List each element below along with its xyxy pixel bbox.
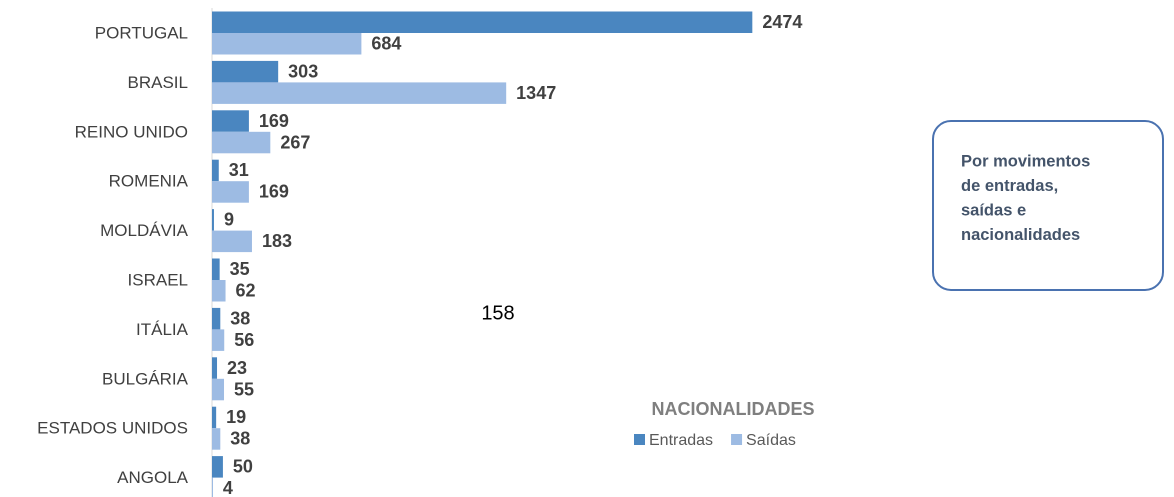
data-label: 267 [280,132,310,152]
bar [212,181,249,203]
chart-title: NACIONALIDADES [651,399,814,419]
data-label: 4 [223,478,233,497]
category-label: MOLDÁVIA [100,221,189,240]
data-label: 31 [229,160,249,180]
data-label: 9 [224,210,234,230]
data-label: 19 [226,407,246,427]
bar [212,378,225,401]
data-label: 38 [230,308,250,328]
data-label: 303 [288,61,318,81]
category-label: ANGOLA [117,468,189,487]
legend-swatch [731,434,743,445]
bar [212,456,223,478]
bar [212,159,219,182]
bar [212,258,220,280]
bar [212,280,226,302]
data-label: 50 [233,457,253,477]
data-label: 38 [230,429,250,449]
bar [212,110,249,132]
category-label: ISRAEL [128,270,188,289]
data-label: 169 [259,111,289,131]
page-number: 158 [481,302,514,324]
data-label: 23 [227,358,247,378]
bar [212,357,218,379]
data-label: 62 [236,281,256,301]
data-label: 169 [259,182,289,202]
annotation-text: saídas e [961,201,1026,219]
category-label: BRASIL [128,73,188,92]
category-label: PORTUGAL [95,23,188,42]
annotation-text: Por movimentos [961,152,1090,170]
data-label: 1347 [516,83,556,103]
annotation-box [932,120,1164,291]
bar [212,230,252,253]
data-label: 35 [230,259,250,279]
bar [212,477,213,497]
category-label: ROMENIA [109,172,189,191]
data-label: 55 [234,379,254,399]
bar [212,428,221,450]
category-label: ITÁLIA [136,320,189,339]
bar [212,329,225,351]
data-label: 56 [234,330,254,350]
bar [212,131,271,154]
category-label: ESTADOS UNIDOS [37,419,188,438]
bar [212,406,217,429]
data-label: 2474 [762,12,802,32]
bar [212,209,214,231]
category-label: BULGÁRIA [102,369,189,388]
legend-swatch [634,434,645,445]
bar [212,60,279,83]
legend-label: Entradas [649,432,713,449]
bar [212,307,221,330]
legend-label: Saídas [746,432,796,449]
data-label: 684 [371,34,401,54]
data-label: 183 [262,231,292,251]
category-label: REINO UNIDO [75,122,188,141]
annotation-text: nacionalidades [961,226,1080,244]
bar [212,82,507,104]
bar [212,11,753,33]
bar [212,33,362,55]
annotation-text: de entradas, [961,177,1058,195]
